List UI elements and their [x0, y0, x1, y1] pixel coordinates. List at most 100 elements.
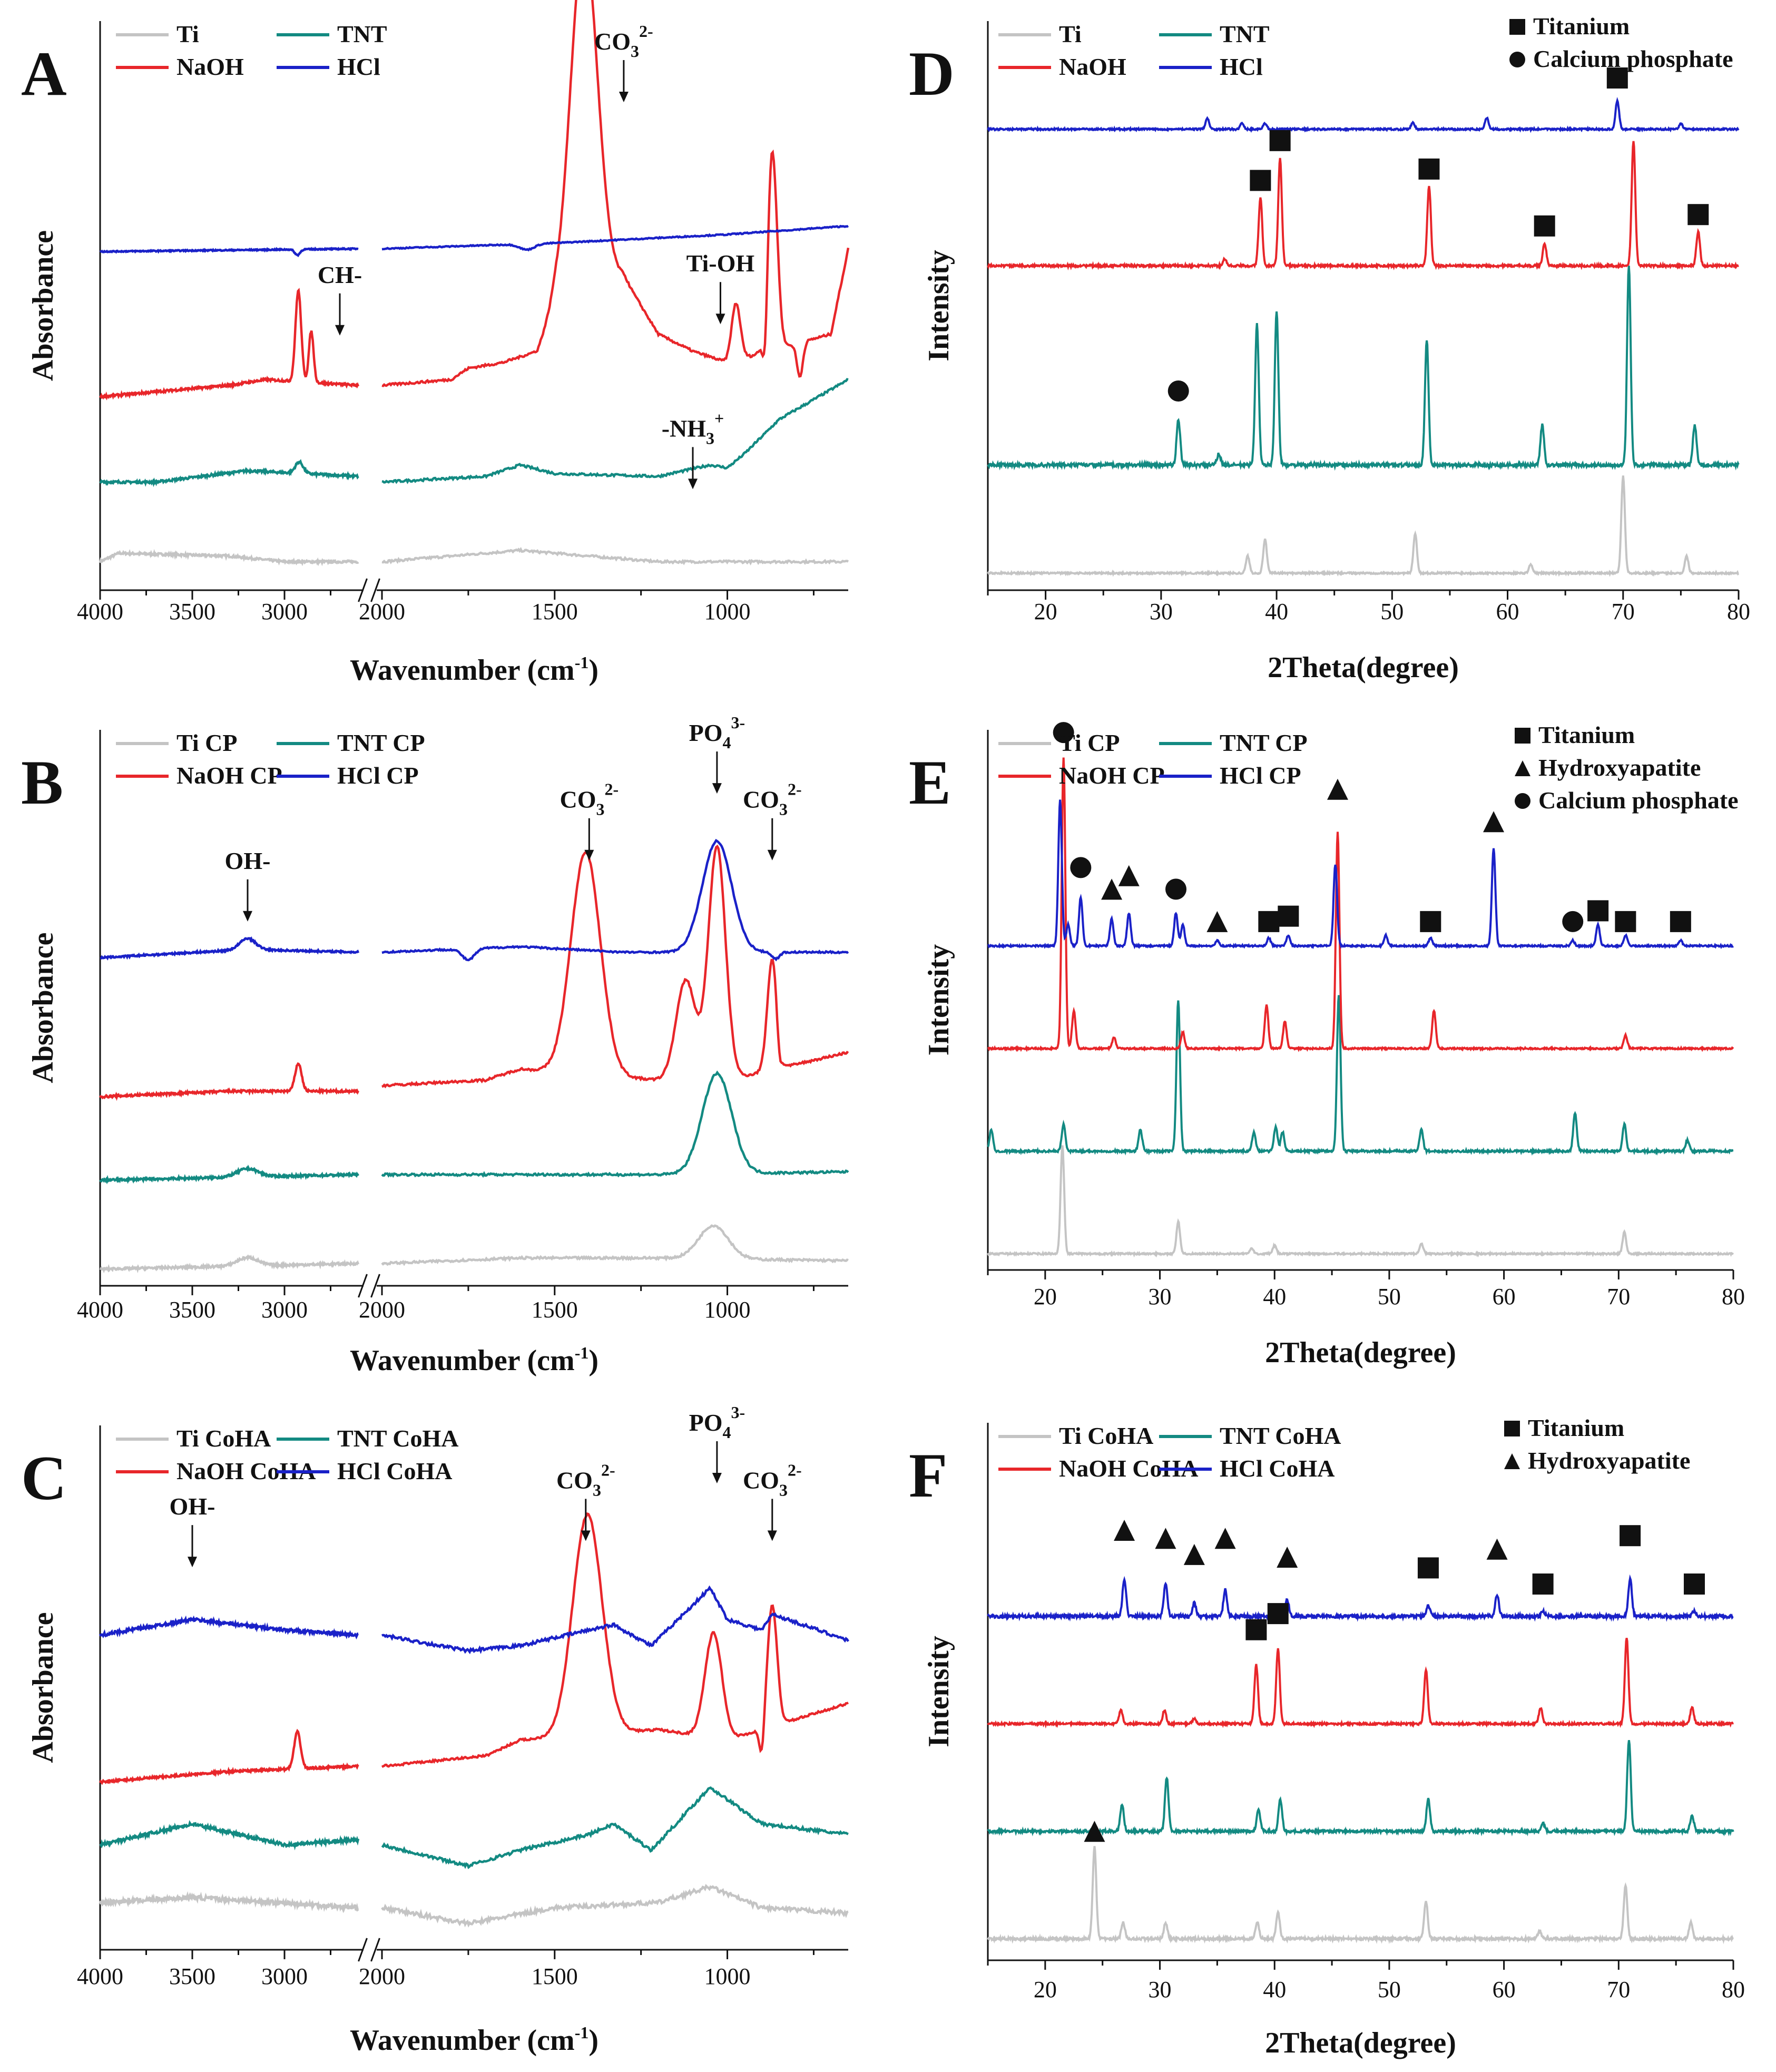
x-tick-label: 4000 — [77, 1297, 123, 1323]
hydroxyapatite-marker — [1515, 760, 1530, 776]
panel-label: F — [909, 1440, 947, 1510]
x-tick-label: 80 — [1722, 1284, 1745, 1309]
legend-label: TNT CP — [337, 729, 425, 756]
marker-legend-label: Hydroxyapatite — [1528, 1447, 1690, 1474]
legend-label: NaOH CP — [176, 762, 282, 789]
series-line-ti — [381, 546, 849, 565]
x-tick-label: 20 — [1034, 1284, 1057, 1309]
series-line-tnt — [99, 459, 359, 487]
panel-label: A — [21, 38, 67, 109]
titanium-marker — [1683, 1573, 1705, 1595]
arrow-head — [188, 1557, 197, 1568]
series-line-naoh-cp — [99, 1062, 359, 1101]
marker-legend-label: Titanium — [1538, 721, 1635, 748]
titanium-marker — [1620, 1525, 1641, 1547]
legend-label: TNT — [1220, 21, 1270, 47]
y-axis-title: Absorbance — [27, 230, 60, 381]
legend-label: HCl CoHA — [337, 1458, 453, 1484]
peak-annotation: CO32- — [743, 780, 802, 819]
calcium-phosphate-marker — [1562, 911, 1584, 932]
legend-label: TNT CP — [1220, 729, 1308, 756]
peak-annotation: OH- — [170, 1493, 215, 1520]
series-line-ti — [99, 549, 359, 566]
x-tick-label: 60 — [1493, 1284, 1516, 1309]
hydroxyapatite-marker — [1084, 1821, 1105, 1842]
panel-b: 4000 3500 3000 2000 1500 1000 OH- CO32- PO43- CO3… — [21, 713, 849, 1377]
hydroxyapatite-marker — [1483, 811, 1505, 833]
x-axis-title: 2Theta(degree) — [1268, 651, 1459, 684]
series-line-naoh-coha — [99, 1728, 359, 1785]
series-line-hcl-cp — [987, 799, 1734, 950]
titanium-marker — [1417, 1557, 1439, 1579]
x-tick-label: 80 — [1727, 599, 1750, 624]
panel-label: C — [21, 1443, 67, 1513]
series-line-hcl-coha — [99, 1615, 359, 1640]
series-line-tnt-cp — [99, 1164, 359, 1185]
axis-break-mark — [370, 1274, 380, 1298]
x-tick-label: 1500 — [532, 1963, 578, 1989]
series-line-ti-cp — [99, 1254, 360, 1274]
hydroxyapatite-marker — [1114, 1520, 1135, 1541]
series-line-naoh-coha — [987, 1638, 1734, 1729]
titanium-marker — [1515, 728, 1530, 744]
marker-legend-label: Titanium — [1528, 1414, 1624, 1441]
peak-annotation: CO32- — [560, 780, 619, 819]
x-tick-label: 3500 — [169, 1963, 215, 1989]
titanium-marker — [1606, 67, 1628, 89]
hydroxyapatite-marker — [1486, 1538, 1508, 1560]
panel-label: E — [909, 747, 951, 817]
axis-break-mark — [370, 578, 380, 602]
titanium-marker — [1534, 215, 1555, 237]
x-tick-label: 2000 — [359, 599, 405, 624]
marker-legend-label: Hydroxyapatite — [1538, 754, 1701, 781]
legend-label: HCl — [1220, 53, 1263, 80]
series-line-ti-cp — [381, 1224, 849, 1266]
calcium-phosphate-marker — [1167, 380, 1189, 402]
peak-annotation: CO32- — [743, 1460, 802, 1499]
arrow-head — [712, 1472, 722, 1483]
series-line-tnt-cp — [987, 995, 1734, 1156]
legend-label: TNT CoHA — [337, 1425, 458, 1452]
calcium-phosphate-marker — [1070, 857, 1092, 878]
x-tick-label: 20 — [1034, 1977, 1057, 2002]
series-line-tnt-coha — [381, 1786, 849, 1870]
x-tick-label: 1000 — [704, 599, 751, 624]
series-line-naoh-coha — [381, 1512, 849, 1768]
calcium-phosphate-marker — [1509, 52, 1525, 67]
x-tick-label: 50 — [1378, 1284, 1401, 1309]
series-line-ti-coha — [381, 1884, 849, 1928]
x-tick-label: 40 — [1265, 599, 1288, 624]
titanium-marker — [1245, 1619, 1267, 1640]
arrow-head — [767, 1530, 777, 1541]
series-line-ti — [987, 475, 1739, 577]
x-tick-label: 50 — [1380, 599, 1404, 624]
series-line-hcl-cp — [100, 936, 360, 961]
x-tick-label: 4000 — [77, 1963, 123, 1989]
legend-label: NaOH CP — [1059, 762, 1165, 789]
x-axis-title: 2Theta(degree) — [1265, 1336, 1456, 1369]
x-tick-label: 1000 — [704, 1963, 751, 1989]
panel-label: D — [909, 38, 955, 109]
series-line-naoh-cp — [987, 757, 1734, 1052]
x-tick-label: 60 — [1493, 1977, 1516, 2002]
series-line-hcl — [381, 224, 849, 252]
series-line-naoh-cp — [381, 844, 849, 1089]
titanium-marker — [1504, 1421, 1520, 1436]
x-axis-title: Wavenumber (cm-1) — [350, 1343, 598, 1377]
series-line-tnt-coha — [99, 1820, 360, 1851]
series-line-hcl-coha — [381, 1585, 849, 1655]
x-tick-label: 70 — [1607, 1284, 1630, 1309]
peak-annotation: PO43- — [689, 1403, 745, 1442]
titanium-marker — [1420, 911, 1441, 932]
panel-c: 4000 3500 3000 2000 1500 1000 OH- CO32- PO43- CO3… — [21, 1403, 849, 2057]
x-axis-title: Wavenumber (cm-1) — [350, 653, 598, 687]
peak-annotation: OH- — [225, 847, 271, 874]
titanium-marker — [1267, 1603, 1289, 1625]
arrow-head — [243, 911, 252, 922]
x-tick-label: 40 — [1263, 1284, 1286, 1309]
x-tick-label: 1500 — [532, 1297, 578, 1323]
y-axis-title: Absorbance — [27, 932, 60, 1083]
peak-annotation: Ti-OH — [686, 250, 755, 277]
axis-break-mark — [358, 1274, 368, 1298]
